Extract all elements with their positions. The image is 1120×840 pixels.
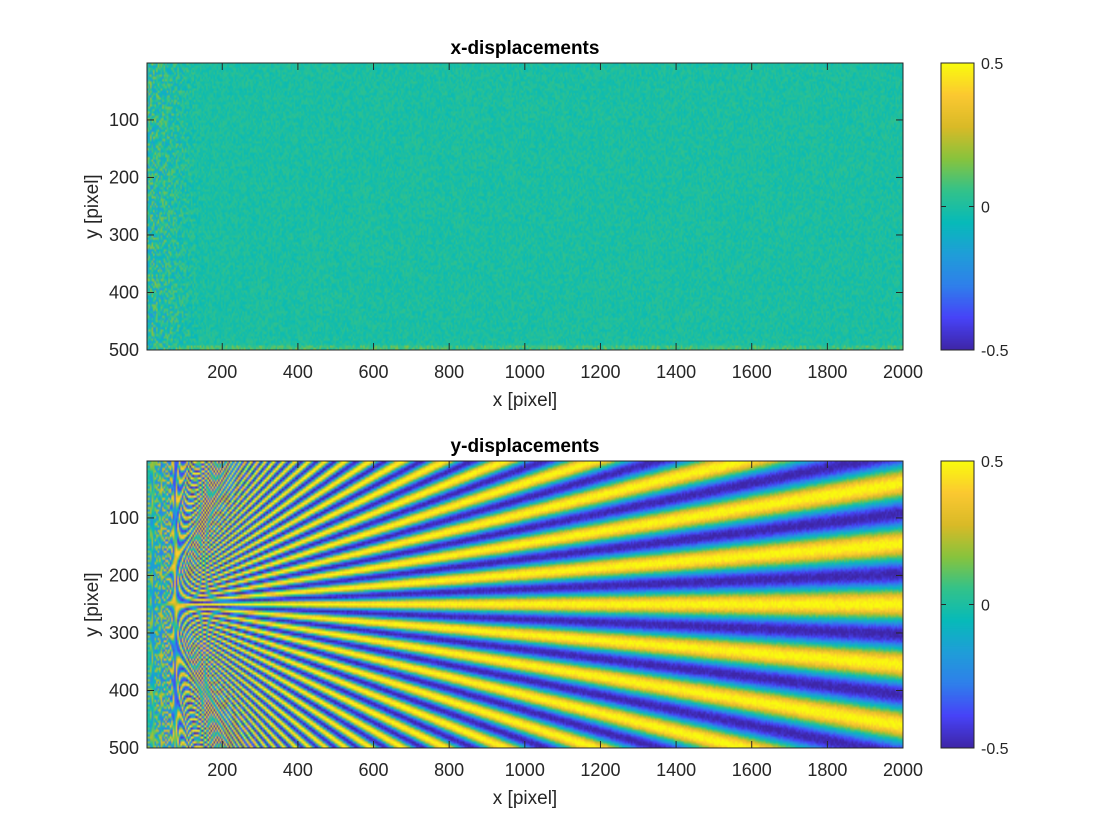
x-tick-label: 600: [359, 760, 389, 780]
x-tick-label: 800: [434, 362, 464, 382]
y-tick-label: 200: [109, 565, 139, 585]
y-tick-label: 300: [109, 623, 139, 643]
x-tick-label: 1600: [732, 362, 772, 382]
x-axis-label: x [pixel]: [493, 390, 557, 411]
x-tick-label: 1600: [732, 760, 772, 780]
x-tick-label: 400: [283, 362, 313, 382]
x-tick-label: 1200: [580, 760, 620, 780]
x-tick-label: 1200: [580, 362, 620, 382]
colorbar-gradient: [941, 63, 974, 350]
y-tick-label: 400: [109, 282, 139, 302]
y-tick-label: 200: [109, 167, 139, 187]
x-tick-label: 600: [359, 362, 389, 382]
y-tick-label: 300: [109, 225, 139, 245]
x-tick-label: 200: [207, 760, 237, 780]
colorbar: -0.5 0 0.5: [940, 56, 1009, 360]
y-tick-label: 400: [109, 680, 139, 700]
y-tick-label: 500: [109, 738, 139, 758]
colorbar-tick-label: 0: [981, 598, 990, 615]
y-axis-label: y [pixel]: [82, 572, 103, 636]
colorbar: -0.5 0 0.5: [940, 454, 1009, 758]
colorbar-gradient: [941, 461, 974, 748]
heatmap-image: [147, 461, 903, 748]
y-axis-label: y [pixel]: [82, 174, 103, 238]
chart-title: y-displacements: [451, 436, 600, 457]
x-tick-label: 1400: [656, 362, 696, 382]
colorbar-tick-label: -0.5: [981, 343, 1009, 360]
x-tick-label: 1400: [656, 760, 696, 780]
chart-panel-1: 200 400 600 800 1000 1200 1400 1600 1800 20001002…: [82, 38, 1009, 411]
colorbar-tick-label: 0.5: [981, 56, 1003, 73]
y-tick-label: 100: [109, 508, 139, 528]
x-tick-label: 400: [283, 760, 313, 780]
x-tick-label: 200: [207, 362, 237, 382]
colorbar-tick-label: -0.5: [981, 741, 1009, 758]
y-tick-label: 500: [109, 340, 139, 360]
chart-title: x-displacements: [451, 38, 600, 59]
x-tick-label: 1000: [505, 362, 545, 382]
x-tick-label: 1800: [807, 760, 847, 780]
colorbar-tick-label: 0.5: [981, 454, 1003, 471]
heatmap-image: [147, 63, 903, 350]
y-tick-label: 100: [109, 110, 139, 130]
x-tick-label: 1000: [505, 760, 545, 780]
x-tick-label: 2000: [883, 760, 923, 780]
x-tick-label: 2000: [883, 362, 923, 382]
colorbar-tick-label: 0: [981, 200, 990, 217]
x-axis-label: x [pixel]: [493, 788, 557, 809]
x-tick-label: 1800: [807, 362, 847, 382]
x-tick-label: 800: [434, 760, 464, 780]
chart-panel-2: 200 400 600 800 1000 1200 1400 1600 1800 20001002…: [82, 436, 1009, 809]
